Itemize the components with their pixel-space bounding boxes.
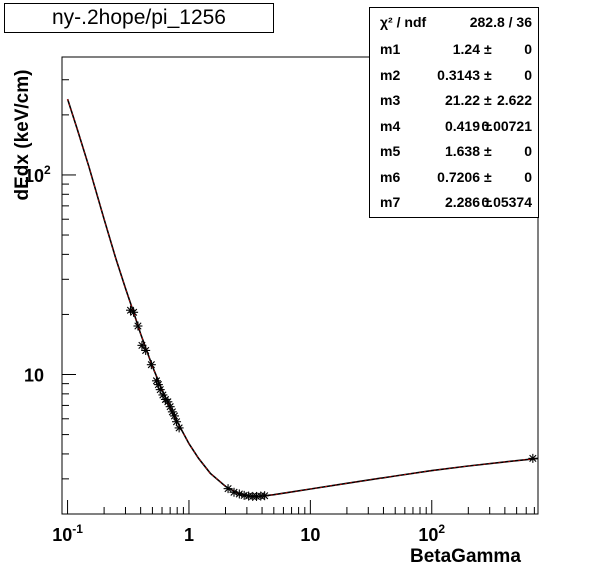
fit-curve-group <box>66 98 539 498</box>
x-axis-label: BetaGamma <box>410 546 521 567</box>
param-value: 1.24 <box>452 41 480 57</box>
y-tick-label: 10 <box>24 366 44 386</box>
fit-stats-box: χ² / ndf 282.8 / 36 m1 1.24 ±0 m2 0.3143 ±0 m3… <box>369 7 539 218</box>
data-point <box>141 345 151 355</box>
param-error: 0 <box>524 168 532 185</box>
chi2-label: χ² / ndf <box>380 14 427 30</box>
data-point <box>260 491 270 501</box>
param-pm-symbol: ± <box>484 168 492 185</box>
axis-tick-labels: 10-1 1 10 102 10 102 <box>24 163 445 545</box>
data-point <box>151 376 161 386</box>
param-error: 0 <box>524 41 532 57</box>
param-error: 0.00721 <box>481 117 532 134</box>
x-tick-label: 10-1 <box>52 522 83 545</box>
param-name: m3 <box>380 92 401 108</box>
data-point <box>174 423 184 433</box>
param-name: m1 <box>380 41 401 57</box>
param-value: 0.419 <box>444 117 480 134</box>
param-name: m6 <box>380 168 401 185</box>
chi2-value: 282.8 / 36 <box>469 14 532 30</box>
param-value: 21.22 <box>444 92 480 108</box>
stat-row-m2: m2 0.3143 ±0 <box>370 63 538 87</box>
data-point <box>129 307 139 317</box>
param-error: 0 <box>524 66 532 83</box>
plot-frame <box>61 56 539 515</box>
param-name: m7 <box>380 194 401 210</box>
stat-row-m1: m1 1.24 ±0 <box>370 37 538 61</box>
param-pm-symbol: ± <box>484 41 492 57</box>
param-error: 0 <box>524 143 532 159</box>
x-tick-label: 10 <box>300 525 320 545</box>
param-pm-symbol: ± <box>484 194 492 210</box>
data-point <box>223 484 233 494</box>
stat-row-m7: m7 2.286 ±0.05374 <box>370 190 538 214</box>
stat-row-m3: m3 21.22 ±2.622 <box>370 88 538 112</box>
param-pm-symbol: ± <box>484 143 492 159</box>
y-axis-label: dEdx (keV/cm) <box>12 69 33 201</box>
stat-row-m4: m4 0.419 ±0.00721 <box>370 114 538 138</box>
x-tick-label: 1 <box>184 525 194 545</box>
param-name: m4 <box>380 117 401 134</box>
y-tick-label: 102 <box>24 163 51 186</box>
stat-row-m6: m6 0.7206 ±0 <box>370 165 538 189</box>
data-point <box>146 360 156 370</box>
param-pm-symbol: ± <box>484 66 492 83</box>
param-value: 2.286 <box>444 194 480 210</box>
param-pm-symbol: ± <box>484 117 492 134</box>
axis-ticks <box>61 79 535 515</box>
param-value: 0.7206 <box>437 168 480 185</box>
param-error: 2.622 <box>496 92 532 108</box>
data-point <box>137 340 147 350</box>
param-name: m5 <box>380 143 401 159</box>
param-error: 0.05374 <box>481 194 532 210</box>
data-point <box>133 321 143 331</box>
stat-row-chi2: χ² / ndf 282.8 / 36 <box>370 10 538 34</box>
chart-title: ny-.2hope/pi_1256 <box>4 3 274 33</box>
data-points-group <box>126 305 538 501</box>
data-point <box>528 453 538 463</box>
fit-curve-line <box>66 98 539 498</box>
param-name: m2 <box>380 66 401 83</box>
param-value: 0.3143 <box>437 66 480 83</box>
stat-row-m5: m5 1.638 ±0 <box>370 139 538 163</box>
param-pm-symbol: ± <box>484 92 492 108</box>
x-tick-label: 102 <box>418 522 445 545</box>
param-value: 1.638 <box>444 143 480 159</box>
